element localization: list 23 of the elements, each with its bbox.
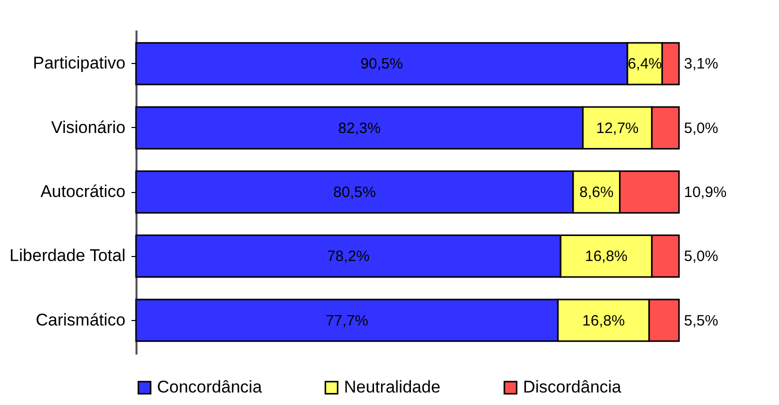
data-label: 78,2% [327, 248, 370, 266]
data-label: 10,9% [684, 184, 727, 201]
data-label: 12,7% [596, 120, 639, 137]
data-label: 80,5% [333, 184, 376, 201]
legend-label: Neutralidade [344, 378, 440, 397]
data-label: 8,6% [579, 184, 614, 201]
y-tick-label: Participativo [32, 54, 126, 73]
legend-label: Concordância [157, 378, 262, 397]
data-label: 77,7% [326, 312, 368, 330]
data-label: 90,5% [360, 56, 403, 73]
data-label: 82,3% [338, 120, 381, 137]
y-tick-label: Liberdade Total [10, 246, 126, 266]
y-tick-label: Carismático [36, 310, 126, 330]
data-label: 3,1% [684, 56, 718, 73]
data-label: 16,8% [584, 248, 628, 266]
data-label: 6,4% [628, 56, 662, 73]
data-label: 16,8% [582, 312, 625, 330]
y-tick-label: Visionário [51, 118, 126, 137]
data-label: 5,5% [684, 312, 718, 330]
legend-label: Discordância [523, 378, 622, 397]
data-label: 5,0% [684, 120, 718, 137]
y-tick-label: Autocrático [40, 182, 126, 201]
data-label: 5,0% [684, 248, 718, 266]
